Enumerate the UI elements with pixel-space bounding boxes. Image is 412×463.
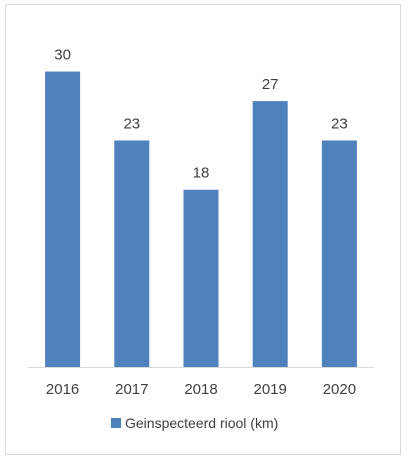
data-labels-layer: 30 23 18 27 23 bbox=[54, 47, 347, 182]
x-tick-labels-layer: 2016 2017 2018 2019 2020 bbox=[46, 381, 356, 398]
x-tick-label-2018: 2018 bbox=[184, 381, 217, 398]
bar-2017 bbox=[114, 140, 150, 367]
x-tick-label-2017: 2017 bbox=[115, 381, 148, 398]
x-tick-label-2020: 2020 bbox=[323, 381, 356, 398]
legend: Geinspecteerd riool (km) bbox=[111, 415, 278, 431]
bar-2019 bbox=[252, 101, 288, 367]
bar-2020 bbox=[321, 140, 357, 367]
x-tick-label-2019: 2019 bbox=[254, 381, 287, 398]
bar-2016 bbox=[45, 71, 81, 367]
data-label-2016: 30 bbox=[54, 47, 71, 64]
legend-label: Geinspecteerd riool (km) bbox=[125, 415, 278, 431]
data-label-2017: 23 bbox=[123, 115, 140, 132]
data-label-2018: 18 bbox=[193, 165, 210, 182]
legend-swatch bbox=[111, 418, 121, 428]
bars-layer bbox=[45, 71, 357, 367]
data-label-2019: 27 bbox=[262, 76, 279, 93]
bar-2018 bbox=[183, 189, 219, 367]
x-tick-label-2016: 2016 bbox=[46, 381, 79, 398]
data-label-2020: 23 bbox=[331, 115, 348, 132]
